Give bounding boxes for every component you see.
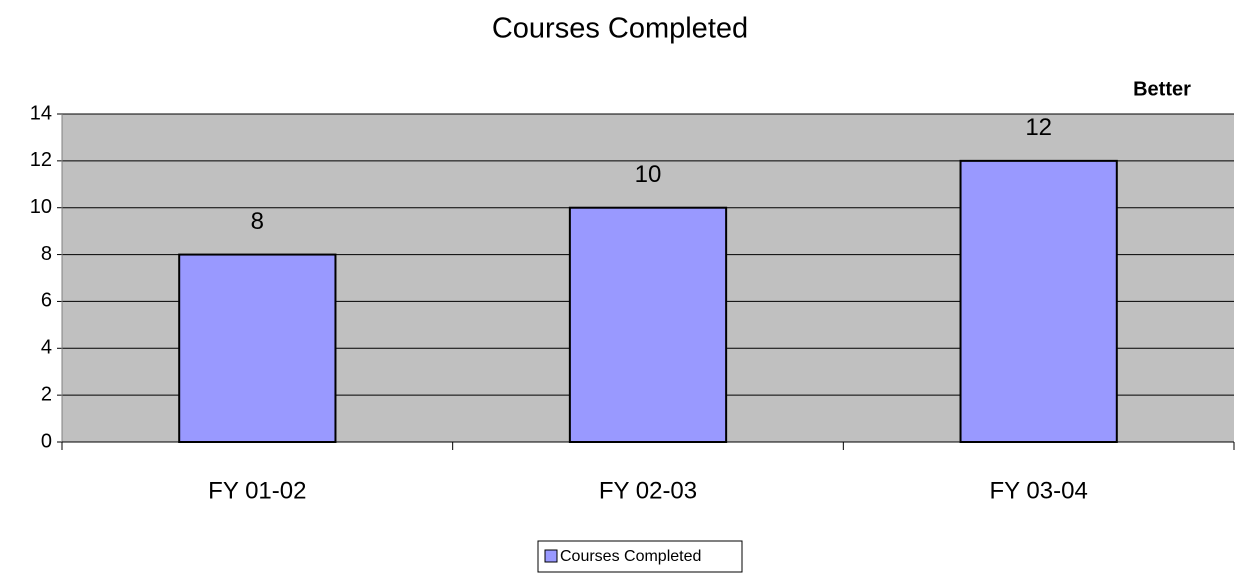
data-label: 8 (251, 208, 264, 235)
legend-label: Courses Completed (560, 548, 701, 565)
data-label: 10 (635, 161, 662, 188)
legend-swatch (544, 549, 558, 563)
legend-box (537, 540, 743, 573)
y-tick-label: 10 (30, 196, 52, 218)
x-tick-label: FY 01-02 (208, 477, 306, 504)
y-tick-label: 12 (30, 149, 52, 171)
bar (178, 253, 337, 443)
bar (959, 159, 1118, 443)
y-tick-label: 0 (41, 430, 52, 452)
y-tick-label: 8 (41, 243, 52, 265)
x-tick-label: FY 03-04 (990, 477, 1088, 504)
y-tick-label: 14 (30, 102, 52, 124)
chart-title: Courses Completed (492, 13, 748, 45)
bar (568, 206, 728, 443)
y-tick-label: 6 (41, 290, 52, 312)
x-tick-label: FY 02-03 (599, 477, 697, 504)
annotation: Better (1133, 78, 1191, 100)
y-tick-label: 4 (41, 337, 52, 359)
y-tick-label: 2 (41, 383, 52, 405)
data-label: 12 (1025, 114, 1052, 141)
